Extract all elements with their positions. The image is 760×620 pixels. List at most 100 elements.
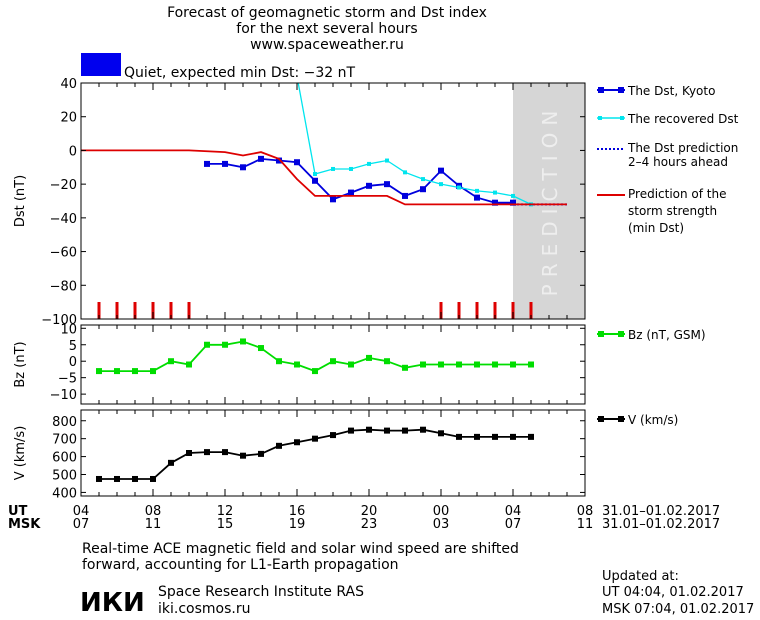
v-ytick-label: 800 xyxy=(52,415,77,430)
legend-label-min-dst-1: Prediction of the xyxy=(628,187,727,201)
bz-series-point xyxy=(150,368,156,375)
v-series-point xyxy=(276,442,282,449)
dst-ytick-label: −60 xyxy=(50,246,77,261)
bz-series-point xyxy=(276,358,282,365)
dst-ytick-label: −100 xyxy=(41,313,77,328)
v-series-point xyxy=(402,427,408,434)
bz-series-point xyxy=(456,361,462,368)
msk-date-range: 31.01–01.02.2017 xyxy=(602,517,720,532)
bz-series-point xyxy=(348,361,354,368)
dst-series-point xyxy=(258,155,264,162)
bz-series-point xyxy=(204,341,210,348)
bz-series-point xyxy=(528,361,534,368)
v-series-point xyxy=(330,432,336,439)
dst-series-point xyxy=(331,166,335,171)
dst-series-point xyxy=(349,166,353,171)
dst-series-line xyxy=(297,83,532,205)
legend-marker-v xyxy=(618,416,624,422)
msk-tick-label: 07 xyxy=(73,517,90,532)
bz-series-point xyxy=(420,361,426,368)
v-panel-frame xyxy=(80,409,586,497)
dst-series-point xyxy=(313,172,317,177)
dst-series-point xyxy=(222,160,228,167)
dst-series-3 xyxy=(81,149,567,206)
v-series-point xyxy=(114,475,120,482)
legend-label-v: V (km/s) xyxy=(628,413,678,427)
ut-tick-label: 08 xyxy=(145,504,162,519)
legend-label-dst-prediction-2: 2–4 hours ahead xyxy=(628,155,728,169)
bz-series-point xyxy=(366,354,372,361)
dst-series-point xyxy=(439,182,443,187)
iki-logo: ИКИ xyxy=(80,588,145,618)
v-series-point xyxy=(168,459,174,466)
v-ytick-label: 500 xyxy=(52,469,77,484)
msk-tick-label: 23 xyxy=(361,517,378,532)
dst-series-point xyxy=(366,182,372,189)
legend-label-min-dst-3: (min Dst) xyxy=(628,221,684,235)
bz-series-point xyxy=(492,361,498,368)
bz-series-point xyxy=(96,368,102,375)
v-series-point xyxy=(132,475,138,482)
dst-series-point xyxy=(330,196,336,203)
updated-msk: MSK 07:04, 01.02.2017 xyxy=(602,602,754,617)
ut-tick-label: 12 xyxy=(217,504,234,519)
legend-marker-recovered-dst xyxy=(598,116,602,120)
v-series-point xyxy=(528,433,534,440)
dst-legend: The Dst, Kyoto The recovered Dst The Dst… xyxy=(597,84,739,235)
bz-series-point xyxy=(330,358,336,365)
v-series-point xyxy=(366,426,372,433)
v-series-point xyxy=(420,426,426,433)
bz-series-point xyxy=(384,358,390,365)
status-swatch xyxy=(81,53,121,76)
v-ytick-label: 600 xyxy=(52,451,77,466)
v-series-point xyxy=(312,435,318,442)
bz-ylabel: Bz (nT) xyxy=(13,341,28,387)
msk-tick-label: 11 xyxy=(577,517,594,532)
site-url: www.spaceweather.ru xyxy=(250,37,404,53)
dst-series-1 xyxy=(297,83,533,207)
legend-label-min-dst-2: storm strength xyxy=(628,204,717,218)
dst-series-point xyxy=(493,190,497,195)
v-series-point xyxy=(474,433,480,440)
bz-series-point xyxy=(222,341,228,348)
v-series-0 xyxy=(96,426,534,482)
v-series-point xyxy=(186,450,192,456)
v-series-point xyxy=(348,427,354,434)
dst-series-point xyxy=(204,160,210,167)
bz-series-point xyxy=(186,361,192,368)
bz-series-point xyxy=(438,361,444,368)
v-series-point xyxy=(492,433,498,440)
msk-tick-label: 15 xyxy=(217,517,234,532)
dst-series-line xyxy=(81,149,567,206)
ut-tick-label: 00 xyxy=(433,504,450,519)
dst-series-point xyxy=(438,167,444,174)
legend-label-dst-prediction-1: The Dst prediction xyxy=(627,141,738,155)
dst-ytick-label: 0 xyxy=(69,144,77,159)
msk-tick-label: 07 xyxy=(505,517,522,532)
legend-marker-bz xyxy=(598,331,604,337)
bz-series-point xyxy=(258,345,264,352)
institute-url[interactable]: iki.cosmos.ru xyxy=(158,601,250,617)
msk-axis-label: MSK xyxy=(8,517,41,532)
dst-series-point xyxy=(475,188,479,193)
dst-series-point xyxy=(420,186,426,193)
footer-note-line2: forward, accounting for L1-Earth propaga… xyxy=(82,557,399,573)
updated-ut: UT 04:04, 01.02.2017 xyxy=(602,585,744,600)
v-series-point xyxy=(204,449,210,456)
legend-label-bz: Bz (nT, GSM) xyxy=(628,328,706,342)
v-series-point xyxy=(150,475,156,482)
dst-series-point xyxy=(474,194,480,201)
msk-tick-label: 03 xyxy=(433,517,450,532)
dst-series-point xyxy=(421,177,425,182)
bz-ytick-label: 0 xyxy=(69,355,77,370)
legend-marker-v xyxy=(598,416,604,422)
ut-tick-label: 04 xyxy=(505,504,522,519)
bz-legend: Bz (nT, GSM) xyxy=(597,328,706,342)
dst-series-point xyxy=(492,199,498,206)
bz-series-line xyxy=(99,340,531,373)
bz-series-point xyxy=(168,358,174,365)
v-series-point xyxy=(384,427,390,434)
prediction-label: PREDICTION xyxy=(538,104,562,297)
dst-series-point xyxy=(276,157,282,164)
